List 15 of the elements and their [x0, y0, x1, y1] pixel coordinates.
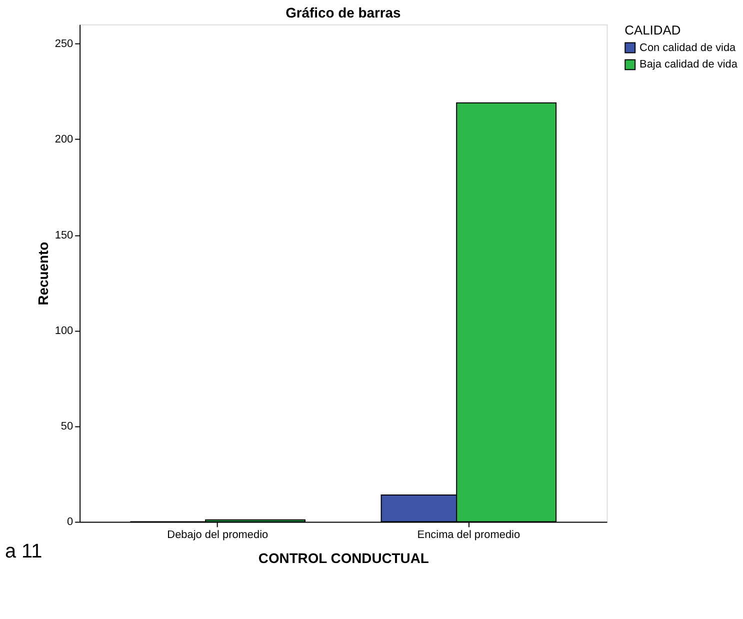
- x-axis-title: CONTROL CONDUCTUAL: [258, 550, 430, 566]
- y-tick-label: 50: [60, 420, 74, 433]
- legend-title: CALIDAD: [624, 22, 681, 38]
- text: a 11: [4, 540, 42, 563]
- y-tick-label: 100: [54, 324, 74, 337]
- chart-title: Gráfico de barras: [286, 4, 401, 20]
- y-tick-label: 150: [54, 229, 74, 242]
- y-tick-label: 250: [54, 38, 74, 50]
- legend-label: Con calidad de vida: [640, 42, 737, 54]
- x-tick-label: Encima del promedio: [417, 529, 520, 542]
- legend-label: Baja calidad de vida: [640, 58, 738, 71]
- y-tick-label: 0: [67, 516, 74, 528]
- y-axis-title: Recuento: [34, 242, 51, 306]
- x-tick-label: Debajo del promedio: [167, 529, 268, 542]
- y-tick-label: 200: [54, 134, 74, 146]
